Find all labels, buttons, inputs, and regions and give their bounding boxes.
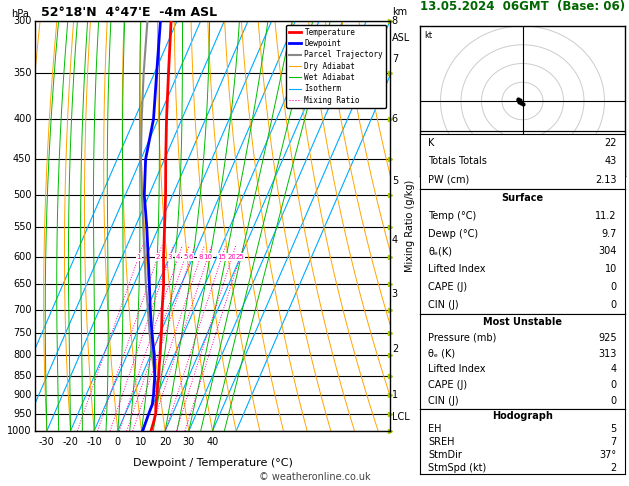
Text: Lifted Index: Lifted Index bbox=[428, 264, 486, 275]
Text: 7: 7 bbox=[392, 53, 398, 64]
Text: 550: 550 bbox=[13, 223, 31, 232]
Text: Mixing Ratio (g/kg): Mixing Ratio (g/kg) bbox=[404, 180, 415, 272]
Text: 300: 300 bbox=[13, 16, 31, 26]
Text: 950: 950 bbox=[13, 409, 31, 418]
Text: 4: 4 bbox=[611, 364, 617, 374]
Text: 52°18'N  4°47'E  -4m ASL: 52°18'N 4°47'E -4m ASL bbox=[42, 5, 218, 18]
Text: 1: 1 bbox=[136, 254, 141, 260]
Text: Surface: Surface bbox=[501, 193, 543, 203]
Text: 1: 1 bbox=[392, 390, 398, 400]
Text: θₑ (K): θₑ (K) bbox=[428, 348, 455, 359]
Text: 37°: 37° bbox=[599, 450, 617, 459]
Text: 2: 2 bbox=[155, 254, 160, 260]
Text: 9.7: 9.7 bbox=[601, 228, 617, 239]
Text: 20: 20 bbox=[159, 437, 171, 447]
Text: 0: 0 bbox=[611, 396, 617, 406]
Text: km: km bbox=[392, 7, 407, 17]
Text: © weatheronline.co.uk: © weatheronline.co.uk bbox=[259, 472, 370, 482]
Text: 650: 650 bbox=[13, 279, 31, 289]
Text: CIN (J): CIN (J) bbox=[428, 396, 459, 406]
Text: StmSpd (kt): StmSpd (kt) bbox=[428, 463, 486, 472]
Text: 15: 15 bbox=[218, 254, 226, 260]
Text: 900: 900 bbox=[13, 390, 31, 400]
Text: 25: 25 bbox=[236, 254, 245, 260]
Text: Temp (°C): Temp (°C) bbox=[428, 211, 476, 221]
Text: 30: 30 bbox=[182, 437, 195, 447]
Text: 2: 2 bbox=[611, 463, 617, 472]
Text: PW (cm): PW (cm) bbox=[428, 175, 469, 185]
Text: 2.13: 2.13 bbox=[595, 175, 617, 185]
Text: 1000: 1000 bbox=[7, 426, 31, 436]
Text: 313: 313 bbox=[598, 348, 617, 359]
Text: SREH: SREH bbox=[428, 436, 455, 447]
Text: 22: 22 bbox=[604, 138, 617, 148]
Text: 304: 304 bbox=[598, 246, 617, 257]
Text: 5: 5 bbox=[183, 254, 187, 260]
Text: -20: -20 bbox=[62, 437, 79, 447]
Text: 500: 500 bbox=[13, 190, 31, 200]
Text: 8: 8 bbox=[198, 254, 203, 260]
Text: 3: 3 bbox=[392, 289, 398, 298]
Text: 450: 450 bbox=[13, 154, 31, 164]
Text: 6: 6 bbox=[392, 114, 398, 124]
Text: K: K bbox=[428, 138, 435, 148]
Text: 0: 0 bbox=[611, 282, 617, 292]
Text: StmDir: StmDir bbox=[428, 450, 462, 459]
Text: -10: -10 bbox=[86, 437, 102, 447]
Text: 700: 700 bbox=[13, 305, 31, 314]
Text: 0: 0 bbox=[611, 380, 617, 390]
Text: 0: 0 bbox=[611, 300, 617, 310]
Text: Dewp (°C): Dewp (°C) bbox=[428, 228, 478, 239]
Text: 850: 850 bbox=[13, 371, 31, 381]
Text: kt: kt bbox=[424, 31, 432, 39]
Text: 4: 4 bbox=[392, 235, 398, 244]
Text: 750: 750 bbox=[13, 328, 31, 338]
Text: Totals Totals: Totals Totals bbox=[428, 156, 487, 167]
Text: 20: 20 bbox=[228, 254, 237, 260]
Text: θₑ(K): θₑ(K) bbox=[428, 246, 452, 257]
Text: Lifted Index: Lifted Index bbox=[428, 364, 486, 374]
Text: EH: EH bbox=[428, 423, 442, 434]
Text: 8: 8 bbox=[392, 16, 398, 26]
Text: 925: 925 bbox=[598, 333, 617, 343]
Text: hPa: hPa bbox=[11, 9, 29, 18]
Text: 10: 10 bbox=[135, 437, 148, 447]
Text: 10: 10 bbox=[604, 264, 617, 275]
Text: Hodograph: Hodograph bbox=[492, 411, 553, 420]
Text: 5: 5 bbox=[392, 176, 398, 186]
Text: 13.05.2024  06GMT  (Base: 06): 13.05.2024 06GMT (Base: 06) bbox=[420, 0, 625, 13]
Text: 40: 40 bbox=[206, 437, 219, 447]
Text: 2: 2 bbox=[392, 344, 398, 354]
Text: 11.2: 11.2 bbox=[595, 211, 617, 221]
Text: 600: 600 bbox=[13, 252, 31, 262]
Text: 0: 0 bbox=[114, 437, 121, 447]
Text: 800: 800 bbox=[13, 350, 31, 360]
Text: Pressure (mb): Pressure (mb) bbox=[428, 333, 496, 343]
Text: Dewpoint / Temperature (°C): Dewpoint / Temperature (°C) bbox=[133, 458, 292, 468]
Text: Most Unstable: Most Unstable bbox=[483, 317, 562, 327]
Text: 400: 400 bbox=[13, 114, 31, 124]
Text: -30: -30 bbox=[39, 437, 55, 447]
Text: 6: 6 bbox=[189, 254, 193, 260]
Text: CAPE (J): CAPE (J) bbox=[428, 282, 467, 292]
Text: CAPE (J): CAPE (J) bbox=[428, 380, 467, 390]
Text: 7: 7 bbox=[611, 436, 617, 447]
Text: 3: 3 bbox=[167, 254, 172, 260]
Text: LCL: LCL bbox=[392, 412, 409, 422]
Text: 4: 4 bbox=[176, 254, 181, 260]
Text: 350: 350 bbox=[13, 69, 31, 79]
Text: CIN (J): CIN (J) bbox=[428, 300, 459, 310]
Text: ASL: ASL bbox=[392, 34, 410, 43]
Text: 43: 43 bbox=[604, 156, 617, 167]
Text: 10: 10 bbox=[203, 254, 213, 260]
Text: 5: 5 bbox=[611, 423, 617, 434]
Legend: Temperature, Dewpoint, Parcel Trajectory, Dry Adiabat, Wet Adiabat, Isotherm, Mi: Temperature, Dewpoint, Parcel Trajectory… bbox=[286, 25, 386, 108]
